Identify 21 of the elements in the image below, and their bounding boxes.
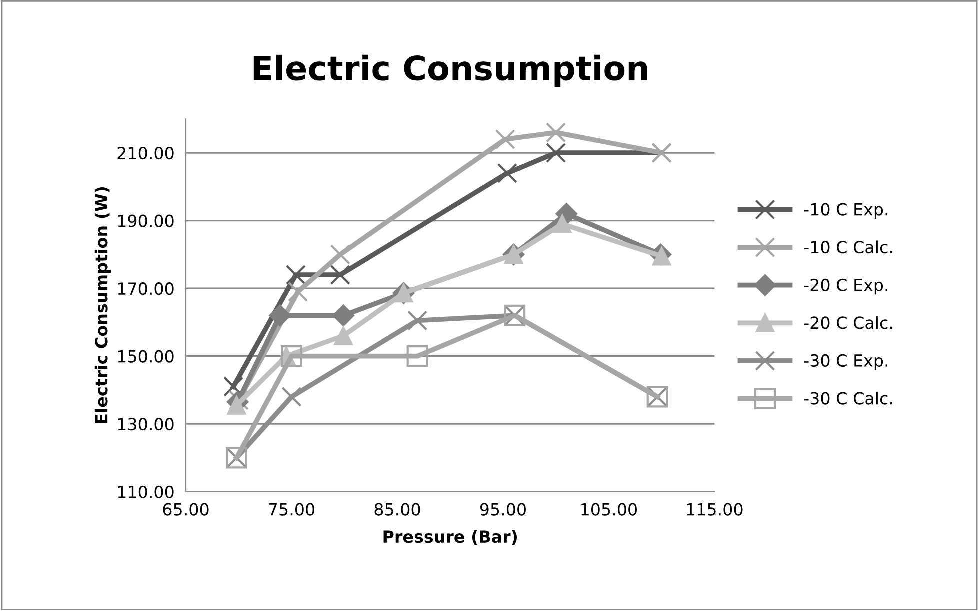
legend-label: -10 C Exp. <box>804 203 888 220</box>
y-tick-label: 130.00 <box>118 418 174 431</box>
x-axis-title: Pressure (Bar) <box>384 530 517 546</box>
legend-label: -20 C Calc. <box>804 316 892 330</box>
x-tick-label: 95.00 <box>480 503 526 516</box>
x-tick-label: 115.00 <box>687 503 743 516</box>
y-tick-label: 190.00 <box>118 214 174 228</box>
x-tick-label: 85.00 <box>374 503 420 516</box>
y-tick-label: 110.00 <box>118 486 174 498</box>
legend-label: -30 C Calc. <box>804 392 892 405</box>
y-axis-title: Electric Consumption (W) <box>94 187 112 424</box>
x-tick-label: 75.00 <box>269 503 314 516</box>
x-tick-label: 65.00 <box>163 503 209 516</box>
legend-label: -10 C Calc. <box>804 240 892 254</box>
y-tick-label: 150.00 <box>118 350 174 363</box>
legend-label: -30 C Exp. <box>804 354 888 370</box>
x-tick-label: 105.00 <box>582 503 637 516</box>
chart-title: Electric Consumption <box>254 54 648 88</box>
legend-label: -20 C Exp. <box>804 278 888 295</box>
y-tick-label: 170.00 <box>118 282 174 296</box>
y-tick-label: 210.00 <box>118 146 174 160</box>
